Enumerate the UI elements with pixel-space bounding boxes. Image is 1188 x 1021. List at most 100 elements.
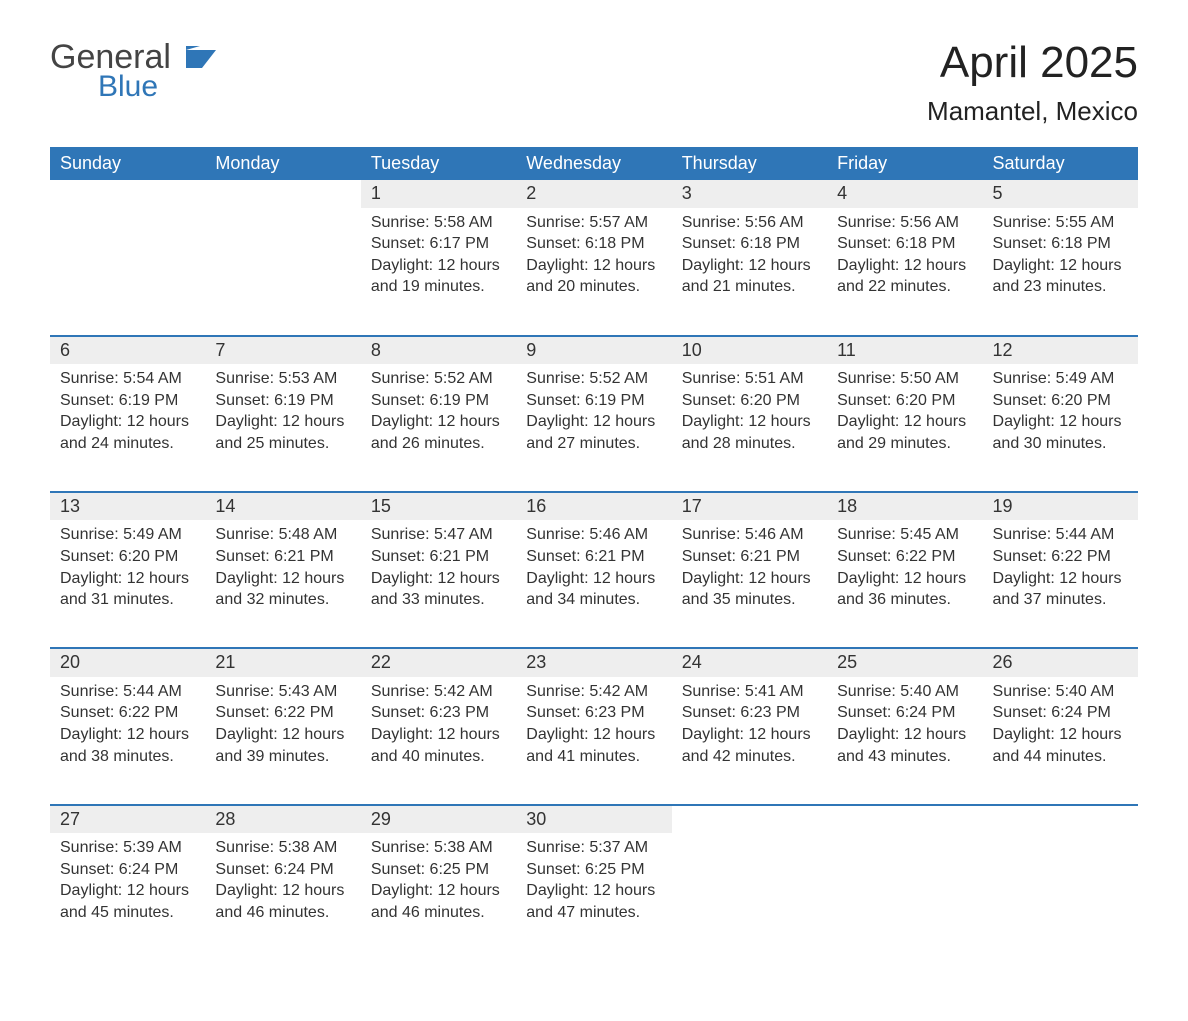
day-ss: Sunset: 6:19 PM xyxy=(371,390,506,412)
day-sr: Sunrise: 5:39 AM xyxy=(60,837,195,859)
day-cell: Sunrise: 5:37 AMSunset: 6:25 PMDaylight:… xyxy=(516,833,671,961)
day-d1: Daylight: 12 hours xyxy=(215,568,350,590)
day-cell: Sunrise: 5:46 AMSunset: 6:21 PMDaylight:… xyxy=(672,520,827,648)
day-number: 2 xyxy=(516,180,671,207)
day-cell: Sunrise: 5:43 AMSunset: 6:22 PMDaylight:… xyxy=(205,677,360,805)
day-d1: Daylight: 12 hours xyxy=(371,255,506,277)
day-ss: Sunset: 6:19 PM xyxy=(215,390,350,412)
week-content-row: Sunrise: 5:54 AMSunset: 6:19 PMDaylight:… xyxy=(50,364,1138,492)
day-details: Sunrise: 5:38 AMSunset: 6:25 PMDaylight:… xyxy=(361,833,516,933)
day-number: 29 xyxy=(361,806,516,833)
day-d2: and 41 minutes. xyxy=(526,746,661,768)
day-ss: Sunset: 6:23 PM xyxy=(371,702,506,724)
day-details: Sunrise: 5:45 AMSunset: 6:22 PMDaylight:… xyxy=(827,520,982,620)
day-details: Sunrise: 5:58 AMSunset: 6:17 PMDaylight:… xyxy=(361,208,516,308)
day-number: 8 xyxy=(361,337,516,364)
day-ss: Sunset: 6:24 PM xyxy=(837,702,972,724)
day-number: 6 xyxy=(50,337,205,364)
day-number: 21 xyxy=(205,649,360,676)
day-sr: Sunrise: 5:47 AM xyxy=(371,524,506,546)
day-details: Sunrise: 5:52 AMSunset: 6:19 PMDaylight:… xyxy=(516,364,671,464)
day-cell: Sunrise: 5:47 AMSunset: 6:21 PMDaylight:… xyxy=(361,520,516,648)
day-ss: Sunset: 6:18 PM xyxy=(526,233,661,255)
day-details: Sunrise: 5:57 AMSunset: 6:18 PMDaylight:… xyxy=(516,208,671,308)
day-ss: Sunset: 6:21 PM xyxy=(215,546,350,568)
day-d1: Daylight: 12 hours xyxy=(371,880,506,902)
day-d1: Daylight: 12 hours xyxy=(60,880,195,902)
day-ss: Sunset: 6:25 PM xyxy=(371,859,506,881)
day-cell: Sunrise: 5:45 AMSunset: 6:22 PMDaylight:… xyxy=(827,520,982,648)
day-sr: Sunrise: 5:43 AM xyxy=(215,681,350,703)
day-d2: and 22 minutes. xyxy=(837,276,972,298)
day-d1: Daylight: 12 hours xyxy=(837,411,972,433)
day-ss: Sunset: 6:25 PM xyxy=(526,859,661,881)
day-d2: and 46 minutes. xyxy=(215,902,350,924)
day-cell: Sunrise: 5:50 AMSunset: 6:20 PMDaylight:… xyxy=(827,364,982,492)
day-d1: Daylight: 12 hours xyxy=(60,411,195,433)
month-title: April 2025 xyxy=(927,40,1138,86)
day-ss: Sunset: 6:20 PM xyxy=(993,390,1128,412)
day-d2: and 20 minutes. xyxy=(526,276,661,298)
day-ss: Sunset: 6:24 PM xyxy=(993,702,1128,724)
day-d1: Daylight: 12 hours xyxy=(60,724,195,746)
day-details: Sunrise: 5:49 AMSunset: 6:20 PMDaylight:… xyxy=(50,520,205,620)
location-label: Mamantel, Mexico xyxy=(927,96,1138,127)
day-d2: and 21 minutes. xyxy=(682,276,817,298)
day-details: Sunrise: 5:47 AMSunset: 6:21 PMDaylight:… xyxy=(361,520,516,620)
day-cell xyxy=(50,208,205,336)
day-sr: Sunrise: 5:52 AM xyxy=(371,368,506,390)
day-d2: and 30 minutes. xyxy=(993,433,1128,455)
day-cell: Sunrise: 5:42 AMSunset: 6:23 PMDaylight:… xyxy=(516,677,671,805)
day-number: 26 xyxy=(983,649,1138,676)
day-sr: Sunrise: 5:44 AM xyxy=(60,681,195,703)
day-sr: Sunrise: 5:42 AM xyxy=(371,681,506,703)
week-daynum-row: 6789101112 xyxy=(50,337,1138,364)
day-d2: and 31 minutes. xyxy=(60,589,195,611)
day-cell: Sunrise: 5:44 AMSunset: 6:22 PMDaylight:… xyxy=(983,520,1138,648)
day-ss: Sunset: 6:20 PM xyxy=(60,546,195,568)
day-ss: Sunset: 6:22 PM xyxy=(215,702,350,724)
day-details: Sunrise: 5:44 AMSunset: 6:22 PMDaylight:… xyxy=(983,520,1138,620)
week-daynum-row: 13141516171819 xyxy=(50,493,1138,520)
day-d1: Daylight: 12 hours xyxy=(993,411,1128,433)
day-d2: and 46 minutes. xyxy=(371,902,506,924)
day-d2: and 35 minutes. xyxy=(682,589,817,611)
day-d1: Daylight: 12 hours xyxy=(526,411,661,433)
title-block: April 2025 Mamantel, Mexico xyxy=(927,40,1138,127)
day-details: Sunrise: 5:44 AMSunset: 6:22 PMDaylight:… xyxy=(50,677,205,777)
day-sr: Sunrise: 5:45 AM xyxy=(837,524,972,546)
day-d1: Daylight: 12 hours xyxy=(837,255,972,277)
day-sr: Sunrise: 5:37 AM xyxy=(526,837,661,859)
day-cell: Sunrise: 5:55 AMSunset: 6:18 PMDaylight:… xyxy=(983,208,1138,336)
day-d1: Daylight: 12 hours xyxy=(215,880,350,902)
day-number: 14 xyxy=(205,493,360,520)
day-sr: Sunrise: 5:50 AM xyxy=(837,368,972,390)
day-sr: Sunrise: 5:55 AM xyxy=(993,212,1128,234)
day-d2: and 45 minutes. xyxy=(60,902,195,924)
weekday-header: Saturday xyxy=(983,147,1138,180)
day-d1: Daylight: 12 hours xyxy=(837,724,972,746)
day-cell: Sunrise: 5:52 AMSunset: 6:19 PMDaylight:… xyxy=(361,364,516,492)
day-sr: Sunrise: 5:53 AM xyxy=(215,368,350,390)
day-number: 12 xyxy=(983,337,1138,364)
day-details: Sunrise: 5:42 AMSunset: 6:23 PMDaylight:… xyxy=(516,677,671,777)
brand-blue: Blue xyxy=(98,72,220,102)
weekday-header-row: SundayMondayTuesdayWednesdayThursdayFrid… xyxy=(50,147,1138,180)
day-details: Sunrise: 5:49 AMSunset: 6:20 PMDaylight:… xyxy=(983,364,1138,464)
day-d1: Daylight: 12 hours xyxy=(526,724,661,746)
day-number: 24 xyxy=(672,649,827,676)
day-number: 4 xyxy=(827,180,982,207)
brand-logo: General Blue xyxy=(50,40,220,102)
day-details: Sunrise: 5:46 AMSunset: 6:21 PMDaylight:… xyxy=(516,520,671,620)
day-d2: and 24 minutes. xyxy=(60,433,195,455)
day-details: Sunrise: 5:50 AMSunset: 6:20 PMDaylight:… xyxy=(827,364,982,464)
day-sr: Sunrise: 5:40 AM xyxy=(837,681,972,703)
day-d2: and 34 minutes. xyxy=(526,589,661,611)
day-ss: Sunset: 6:22 PM xyxy=(837,546,972,568)
day-number: 17 xyxy=(672,493,827,520)
day-cell: Sunrise: 5:40 AMSunset: 6:24 PMDaylight:… xyxy=(983,677,1138,805)
day-cell: Sunrise: 5:48 AMSunset: 6:21 PMDaylight:… xyxy=(205,520,360,648)
day-ss: Sunset: 6:22 PM xyxy=(60,702,195,724)
day-number: 22 xyxy=(361,649,516,676)
day-number: 27 xyxy=(50,806,205,833)
